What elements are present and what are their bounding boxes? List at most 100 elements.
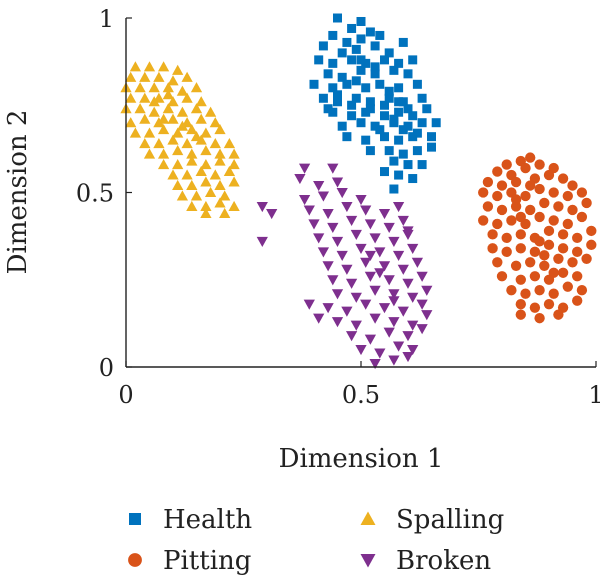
point-spalling: [167, 96, 179, 107]
point-pitting: [553, 201, 564, 212]
point-broken: [313, 181, 325, 192]
point-health: [403, 104, 413, 114]
point-pitting: [520, 190, 531, 202]
point-broken: [407, 320, 419, 331]
point-pitting: [515, 309, 526, 320]
point-health: [389, 156, 399, 166]
x-tick-label: 0: [118, 381, 133, 409]
point-spalling: [209, 117, 221, 128]
point-spalling: [214, 124, 226, 135]
point-health: [356, 55, 366, 65]
point-spalling: [186, 148, 198, 159]
point-pitting: [496, 271, 508, 282]
point-spalling: [195, 165, 207, 177]
point-health: [417, 118, 427, 128]
point-broken: [369, 359, 381, 370]
point-spalling: [143, 61, 156, 72]
point-pitting: [562, 281, 573, 292]
point-broken: [421, 285, 433, 296]
point-spalling: [153, 138, 165, 149]
point-spalling: [167, 134, 179, 145]
point-pitting: [567, 180, 578, 191]
point-health: [351, 93, 361, 103]
point-health: [412, 79, 422, 89]
point-health: [394, 170, 404, 180]
point-broken: [327, 163, 339, 174]
point-broken: [407, 292, 419, 303]
point-health: [323, 104, 333, 114]
point-spalling: [157, 113, 170, 124]
point-broken: [313, 313, 325, 324]
point-spalling: [176, 106, 189, 117]
point-spalling: [190, 131, 203, 142]
point-spalling: [129, 61, 142, 72]
point-health: [337, 121, 347, 131]
point-pitting: [534, 285, 545, 296]
point-broken: [402, 278, 414, 289]
point-spalling: [148, 82, 160, 93]
point-broken: [402, 226, 414, 237]
point-health: [398, 125, 408, 135]
point-broken: [256, 236, 268, 247]
point-health: [342, 37, 352, 47]
point-spalling: [148, 96, 160, 107]
point-broken: [416, 324, 428, 335]
x-axis-label: Dimension 1: [279, 444, 444, 474]
point-pitting: [557, 267, 569, 278]
point-broken: [378, 303, 391, 314]
point-health: [365, 146, 375, 156]
point-spalling: [181, 169, 193, 180]
point-health: [328, 30, 338, 40]
point-health: [384, 86, 394, 96]
point-broken: [355, 194, 367, 206]
point-health: [394, 107, 404, 117]
point-pitting: [520, 162, 531, 174]
point-pitting: [548, 215, 559, 226]
point-pitting: [492, 190, 503, 202]
point-broken: [388, 355, 400, 366]
point-broken: [388, 236, 400, 247]
point-pitting: [529, 271, 541, 282]
point-health: [337, 72, 347, 82]
point-broken: [331, 236, 344, 247]
point-health: [389, 114, 399, 124]
point-health: [361, 135, 371, 145]
point-pitting: [539, 197, 550, 209]
point-broken: [407, 243, 419, 254]
point-pitting: [510, 194, 522, 205]
point-health: [412, 128, 422, 138]
legend-label-health: Health: [163, 505, 252, 535]
point-broken: [322, 303, 334, 314]
point-spalling: [219, 190, 231, 201]
point-spalling: [204, 186, 217, 197]
point-pitting: [572, 246, 583, 258]
point-spalling: [186, 124, 198, 135]
point-broken: [374, 348, 386, 359]
point-spalling: [200, 200, 212, 211]
point-broken: [360, 205, 372, 216]
point-health: [370, 69, 380, 79]
point-broken: [411, 257, 424, 268]
point-pitting: [562, 218, 573, 230]
point-spalling: [157, 61, 170, 72]
point-pitting: [496, 180, 508, 191]
point-spalling: [186, 200, 198, 211]
point-spalling: [209, 169, 221, 180]
point-health: [417, 160, 427, 170]
point-broken: [303, 299, 315, 310]
point-spalling: [219, 207, 231, 218]
point-pitting: [529, 246, 541, 258]
point-pitting: [510, 260, 522, 271]
point-pitting: [506, 215, 517, 226]
point-health: [342, 79, 352, 89]
point-broken: [308, 219, 320, 230]
point-broken: [341, 306, 353, 317]
point-spalling: [195, 96, 207, 107]
point-health: [375, 79, 385, 89]
point-health: [375, 30, 385, 40]
point-spalling: [181, 92, 193, 103]
legend-item-broken: Broken: [360, 546, 491, 576]
point-pitting: [534, 183, 545, 195]
point-spalling: [139, 113, 151, 124]
